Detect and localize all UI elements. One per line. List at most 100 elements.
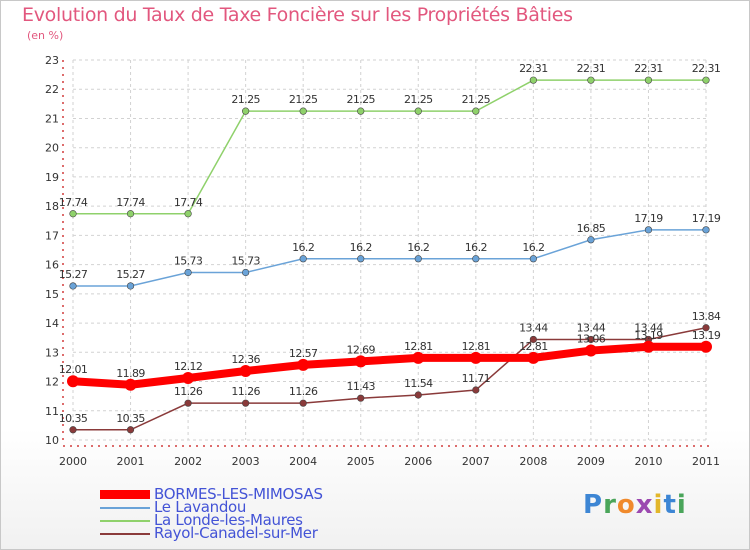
y-tick-label: 21	[45, 112, 59, 125]
logo-letter: t	[663, 490, 677, 520]
data-point	[702, 76, 710, 84]
data-point	[69, 210, 77, 218]
data-point	[299, 107, 307, 115]
x-tick-label: 2007	[462, 455, 490, 468]
x-tick-label: 2008	[519, 455, 547, 468]
data-label: 17.19	[634, 212, 663, 225]
data-point	[472, 107, 480, 115]
data-label: 15.27	[59, 268, 88, 281]
data-label: 13.06	[577, 333, 606, 346]
data-label: 22.31	[692, 62, 721, 75]
logo-letter: r	[603, 490, 617, 520]
x-tick-label: 2006	[404, 455, 432, 468]
data-point	[412, 351, 425, 364]
data-label: 17.19	[692, 212, 721, 225]
y-tick-label: 17	[45, 229, 59, 242]
data-point	[354, 355, 367, 368]
data-label: 17.74	[174, 196, 203, 209]
data-point	[702, 226, 710, 234]
y-tick-label: 18	[45, 200, 59, 213]
data-point	[242, 107, 250, 115]
y-tick-label: 12	[45, 376, 59, 389]
legend-item: La Londe-les-Maures	[100, 511, 400, 529]
data-point	[642, 340, 655, 353]
data-point	[239, 365, 252, 378]
legend-swatch	[100, 507, 150, 509]
data-label: 21.25	[462, 93, 491, 106]
legend-item: Rayol-Canadel-sur-Mer	[100, 524, 400, 542]
data-point	[472, 255, 480, 263]
data-label: 11.26	[174, 385, 203, 398]
series-line-1	[73, 229, 706, 287]
logo-letter: i	[676, 490, 687, 520]
x-tick-label: 2004	[289, 455, 317, 468]
data-point	[184, 210, 192, 218]
legend-item: BORMES-LES-MIMOSAS	[100, 485, 400, 503]
data-point	[414, 391, 422, 399]
x-tick-label: 2001	[117, 455, 145, 468]
data-point	[414, 107, 422, 115]
data-label: 12.57	[289, 347, 318, 360]
data-point	[584, 344, 597, 357]
data-point	[357, 394, 365, 402]
data-label: 12.36	[231, 353, 260, 366]
data-label: 11.26	[289, 385, 318, 398]
data-label: 17.74	[116, 196, 145, 209]
data-label: 22.31	[519, 62, 548, 75]
data-label: 13.84	[692, 310, 721, 323]
data-label: 21.25	[289, 93, 318, 106]
data-label: 10.35	[116, 412, 145, 425]
data-point	[644, 76, 653, 84]
y-tick-label: 15	[45, 288, 59, 301]
data-label: 15.27	[116, 268, 145, 281]
y-tick-label: 11	[45, 405, 59, 418]
data-label: 16.2	[407, 241, 429, 254]
legend-label: La Londe-les-Maures	[154, 511, 303, 529]
data-label: 16.85	[577, 222, 606, 235]
data-point	[182, 372, 195, 385]
data-point	[357, 255, 365, 263]
data-point	[297, 358, 310, 371]
data-point	[184, 268, 192, 277]
data-point	[644, 226, 653, 234]
data-label: 13.44	[519, 321, 548, 334]
data-label: 17.74	[59, 196, 88, 209]
data-label: 22.31	[634, 62, 663, 75]
y-tick-label: 19	[45, 171, 59, 184]
x-tick-label: 2009	[577, 455, 605, 468]
data-label: 10.35	[59, 412, 88, 425]
x-tick-label: 2003	[232, 455, 260, 468]
data-label: 13.19	[634, 329, 663, 342]
data-label: 11.54	[404, 377, 433, 390]
data-label: 21.25	[404, 93, 433, 106]
legend-label: BORMES-LES-MIMOSAS	[154, 485, 323, 503]
data-label: 12.01	[59, 363, 88, 376]
data-label: 16.2	[522, 241, 544, 254]
data-label: 11.89	[116, 367, 145, 380]
data-point	[126, 210, 135, 218]
data-point	[124, 378, 137, 391]
data-label: 12.69	[346, 343, 375, 356]
data-point	[529, 255, 537, 263]
data-label: 12.81	[462, 340, 491, 353]
data-point	[67, 375, 79, 388]
series-line-0	[69, 342, 710, 389]
data-label: 16.2	[292, 241, 314, 254]
x-tick-label: 2010	[634, 455, 662, 468]
data-point	[529, 76, 537, 84]
logo-letter: o	[616, 490, 636, 520]
data-label: 13.19	[692, 329, 721, 342]
data-point	[469, 351, 482, 364]
data-point	[69, 426, 77, 434]
series-line-2	[73, 79, 706, 215]
logo-letter: i	[653, 490, 664, 520]
data-point	[126, 426, 135, 434]
data-label: 15.73	[231, 255, 260, 268]
y-tick-label: 10	[45, 434, 59, 447]
y-tick-label: 14	[45, 317, 59, 330]
logo-letter: P	[583, 490, 604, 520]
data-point	[529, 335, 537, 344]
legend-swatch	[100, 490, 150, 499]
data-point	[69, 282, 77, 290]
data-label: 13.44	[634, 321, 663, 334]
